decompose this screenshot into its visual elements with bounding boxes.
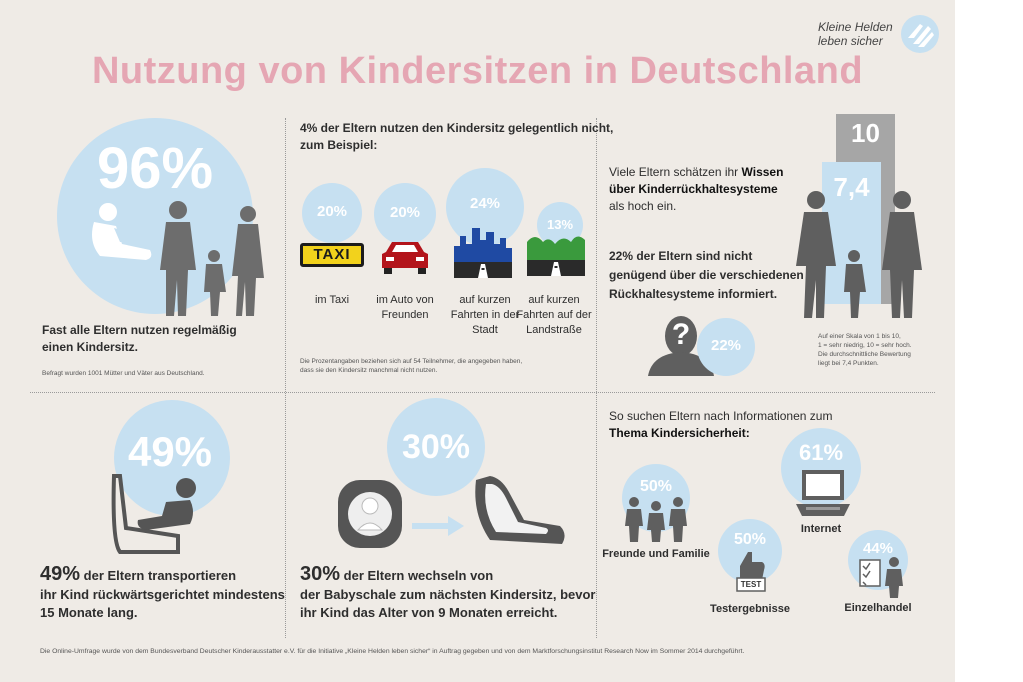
circle-taxi (302, 183, 362, 243)
logo-text-line1: Kleine Helden (818, 20, 893, 34)
panel6-heading-line1: So suchen Eltern nach Informationen zum (609, 409, 833, 423)
percent-city: 24% (469, 195, 501, 212)
panel3-text-line3: als hoch ein. (609, 199, 677, 213)
logo-text-line2: leben sicher (818, 34, 883, 48)
scale-note-line4: liegt bei 7,4 Punkten. (818, 360, 879, 367)
divider-horizontal (30, 392, 935, 393)
label-taxi: im Taxi (292, 293, 372, 308)
percent-96: 96% (96, 136, 214, 201)
label-taxi-line1: im Taxi (314, 294, 350, 306)
thumbs-up-test-icon (736, 552, 766, 592)
infographic-page: Nutzung von Kindersitzen in Deutschland … (0, 0, 955, 682)
percent-retail: 44% (862, 540, 894, 557)
panel5-text-line2: der Babyschale zum nächsten Kindersitz, … (300, 587, 596, 602)
scale-note-line3: Die durchschnittliche Bewertung (818, 351, 911, 358)
panel1-text-line2: einen Kindersitz. (42, 340, 139, 354)
label-car: im Auto von Freunden (363, 293, 447, 323)
label-internet: Internet (800, 523, 842, 535)
taxi-sign-text: TAXI (313, 246, 351, 263)
panel1-note: Befragt wurden 1001 Mütter und Väter aus… (42, 370, 205, 377)
label-city-line3: Stadt (472, 324, 498, 336)
panel3-text2-line1: 22% der Eltern sind nicht (609, 249, 753, 263)
hands-logo-icon (901, 15, 939, 53)
circle-49 (114, 400, 230, 516)
percent-car: 20% (389, 204, 421, 221)
label-retail: Einzelhandel (844, 602, 912, 614)
page-title: Nutzung von Kindersitzen in Deutschland (91, 50, 864, 92)
scale-max-label: 10 (851, 118, 880, 148)
panel3-text-line2: über Kinderrückhaltesysteme (609, 182, 778, 196)
circle-car (374, 183, 436, 245)
laptop-icon (796, 470, 850, 516)
forward-facing-seat-icon (475, 476, 565, 544)
divider-vertical-1 (285, 118, 286, 638)
question-mark: ? (671, 318, 691, 351)
logo: Kleine Helden leben sicher (818, 14, 948, 54)
panel4-text-line3: 15 Monate lang. (40, 605, 138, 620)
panel5-text-line1: 30% der Eltern wechseln von (300, 563, 494, 585)
city-road-icon (454, 228, 512, 278)
panel3-text-line1: Viele Eltern schätzen ihr Wissen (609, 164, 783, 181)
car-icon (382, 242, 428, 274)
panel6-heading-line2: Thema Kindersicherheit: (609, 426, 750, 440)
test-badge-label: TEST (740, 580, 762, 589)
percent-49-big: 49% (127, 428, 213, 475)
percent-internet: 61% (798, 440, 844, 465)
panel4-text-line2: ihr Kind rückwärtsgerichtet mindestens (40, 587, 285, 602)
percent-country: 13% (546, 217, 574, 232)
panel3-text-line1-bold: Wissen (741, 165, 784, 179)
panel3-text2-line3: Rückhaltesysteme informiert. (609, 287, 778, 301)
label-city-line2: Fahrten in der (450, 309, 520, 321)
circle-22 (697, 318, 755, 376)
rear-facing-seat-icon (111, 474, 196, 554)
family-silhouette-icon (160, 201, 264, 316)
label-country-line1: auf kurzen (528, 294, 580, 306)
label-city-line1: auf kurzen (459, 294, 511, 306)
label-country-line2: Fahrten auf der (516, 309, 592, 321)
percent-test: 50% (733, 531, 767, 548)
label-car-line1: im Auto von (376, 294, 434, 306)
taxi-icon: TAXI (300, 243, 364, 267)
country-road-icon (527, 236, 585, 276)
scale-note-line1: Auf einer Skala von 1 bis 10, (818, 333, 901, 340)
footer-note: Die Online-Umfrage wurde von dem Bundesv… (40, 648, 745, 655)
label-test: Testergebnisse (710, 603, 790, 615)
panel3-text-line1-normal: Viele Eltern schätzen ihr (609, 165, 742, 179)
child-seat-icon (92, 203, 152, 260)
panel5-text-line3: ihr Kind das Alter von 9 Monaten erreich… (300, 605, 558, 620)
panel2-note-line2: dass sie den Kindersitz manchmal nicht n… (300, 367, 438, 374)
panel2-note-line1: Die Prozentangaben beziehen sich auf 54 … (300, 358, 523, 365)
panel4-line1: der Eltern transportieren (80, 568, 237, 583)
divider-vertical-2 (596, 118, 597, 638)
panel4-text-line1: 49% der Eltern transportieren (40, 563, 237, 585)
checklist-person-icon (859, 557, 903, 598)
parents-child-silhouette-icon (796, 191, 922, 318)
circle-city (446, 168, 524, 246)
percent-family: 50% (639, 478, 673, 495)
label-family: Freunde und Familie (602, 548, 710, 560)
label-city: auf kurzen Fahrten in der Stadt (440, 293, 530, 338)
percent-22: 22% (710, 337, 742, 354)
label-country: auf kurzen Fahrten auf der Landstraße (512, 293, 596, 338)
panel5-line1: der Eltern wechseln von (340, 568, 494, 583)
circle-30 (387, 398, 485, 496)
scale-value-label: 7,4 (833, 172, 870, 202)
panel2-heading-line2: zum Beispiel: (300, 138, 378, 152)
panel2-heading-line1: 4% der Eltern nutzen den Kindersitz gele… (300, 121, 614, 135)
panel5-bold: 30% (300, 563, 341, 585)
scale-note-line2: 1 = sehr niedrig, 10 = sehr hoch. (818, 342, 912, 349)
percent-30-big: 30% (401, 428, 471, 466)
arrow-right-icon (412, 516, 464, 536)
panel4-bold: 49% (40, 563, 81, 585)
label-country-line3: Landstraße (526, 324, 582, 336)
panel1-text-line1: Fast alle Eltern nutzen regelmäßig (42, 323, 237, 337)
panel3-text2-line2: genügend über die verschiedenen (609, 268, 804, 282)
label-car-line2: Freunden (381, 309, 429, 321)
family-icon (625, 497, 687, 542)
percent-taxi: 20% (316, 203, 348, 220)
question-person-icon (648, 316, 714, 376)
baby-carrier-icon (338, 480, 402, 548)
